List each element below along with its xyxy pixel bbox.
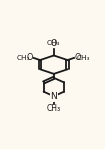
Text: CH₃: CH₃ [47,104,61,113]
Text: CH₃: CH₃ [17,55,31,61]
Text: O: O [74,53,81,62]
Text: O: O [51,39,57,48]
Text: O: O [27,53,33,62]
Text: N: N [50,92,57,101]
Text: CH₃: CH₃ [77,55,91,61]
Text: CH₃: CH₃ [47,40,61,46]
